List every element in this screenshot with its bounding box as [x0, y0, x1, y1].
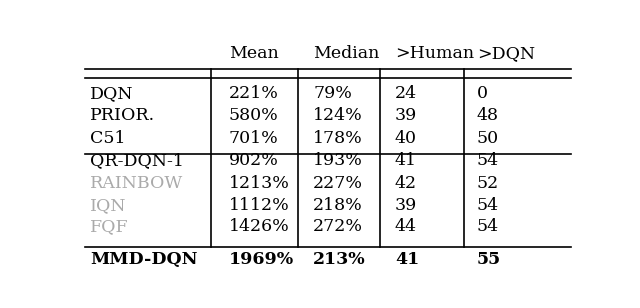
Text: 1213%: 1213% [229, 176, 290, 192]
Text: 227%: 227% [313, 176, 363, 192]
Text: 79%: 79% [313, 85, 352, 102]
Text: 24: 24 [395, 85, 417, 102]
Text: >DQN: >DQN [477, 45, 535, 62]
Text: 218%: 218% [313, 197, 363, 214]
Text: QR-DQN-1: QR-DQN-1 [90, 152, 184, 169]
Text: 41: 41 [395, 152, 417, 169]
Text: 1112%: 1112% [229, 197, 289, 214]
Text: Median: Median [313, 45, 380, 62]
Text: 178%: 178% [313, 130, 363, 147]
Text: 902%: 902% [229, 152, 278, 169]
Text: IQN: IQN [90, 197, 127, 214]
Text: C51: C51 [90, 130, 125, 147]
Text: 701%: 701% [229, 130, 278, 147]
Text: 40: 40 [395, 130, 417, 147]
Text: 39: 39 [395, 107, 417, 124]
Text: 39: 39 [395, 197, 417, 214]
Text: 55: 55 [477, 251, 501, 268]
Text: 193%: 193% [313, 152, 363, 169]
Text: DQN: DQN [90, 85, 133, 102]
Text: PRIOR.: PRIOR. [90, 107, 155, 124]
Text: 54: 54 [477, 197, 499, 214]
Text: 1426%: 1426% [229, 218, 289, 235]
Text: 54: 54 [477, 218, 499, 235]
Text: >Human: >Human [395, 45, 474, 62]
Text: 54: 54 [477, 152, 499, 169]
Text: 213%: 213% [313, 251, 365, 268]
Text: 580%: 580% [229, 107, 278, 124]
Text: 50: 50 [477, 130, 499, 147]
Text: RAINBOW: RAINBOW [90, 176, 183, 192]
Text: 44: 44 [395, 218, 417, 235]
Text: 42: 42 [395, 176, 417, 192]
Text: 0: 0 [477, 85, 488, 102]
Text: 41: 41 [395, 251, 419, 268]
Text: FQF: FQF [90, 218, 129, 235]
Text: Mean: Mean [229, 45, 278, 62]
Text: 48: 48 [477, 107, 499, 124]
Text: 1969%: 1969% [229, 251, 294, 268]
Text: 272%: 272% [313, 218, 363, 235]
Text: MMD-DQN: MMD-DQN [90, 251, 197, 268]
Text: 124%: 124% [313, 107, 363, 124]
Text: 221%: 221% [229, 85, 278, 102]
Text: 52: 52 [477, 176, 499, 192]
